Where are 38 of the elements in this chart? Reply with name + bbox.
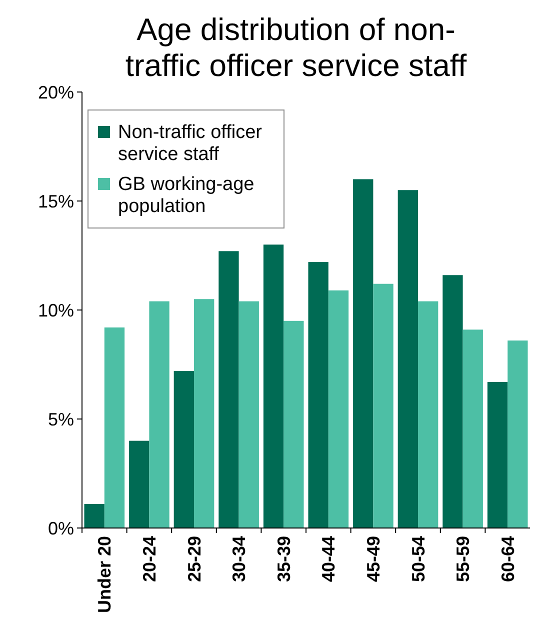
bar <box>263 244 284 528</box>
legend-label: GB working-age population <box>118 174 254 217</box>
x-tick-label: 40-44 <box>318 536 339 582</box>
y-tick-label: 20% <box>38 82 74 102</box>
bar <box>418 301 438 528</box>
bar <box>353 179 374 528</box>
x-tick-label: 25-29 <box>184 536 204 582</box>
bar <box>284 320 304 528</box>
bar <box>328 290 349 528</box>
chart-title: Age distribution of non-traffic officer service staff <box>125 12 467 83</box>
y-tick-label: 5% <box>48 409 74 430</box>
x-tick-label: 55-59 <box>453 536 474 582</box>
bar <box>508 340 528 528</box>
bar <box>238 301 259 528</box>
x-tick-label: 30-34 <box>229 536 250 582</box>
x-tick-label: Under 20 <box>94 536 115 614</box>
bar <box>218 251 239 528</box>
y-tick-label: 10% <box>38 300 74 320</box>
bar <box>462 330 483 528</box>
bar <box>194 299 214 528</box>
x-tick-label: 60-64 <box>498 536 518 582</box>
bar <box>487 382 508 528</box>
bar <box>174 371 194 528</box>
bar <box>442 275 463 528</box>
legend-label: Non-traffic officer service staff <box>118 122 263 165</box>
bar <box>104 327 125 528</box>
y-tick-label: 0% <box>48 518 74 538</box>
y-tick-label: 15% <box>38 191 74 212</box>
bar <box>308 262 328 528</box>
x-tick-label: 50-54 <box>408 536 428 582</box>
bar <box>373 284 394 528</box>
bar <box>84 504 104 528</box>
x-tick-label: 45-49 <box>364 536 384 582</box>
bar <box>398 190 418 528</box>
x-tick-label: 20-24 <box>140 536 160 582</box>
bar <box>129 440 150 528</box>
x-tick-label: 35-39 <box>274 536 294 582</box>
bar <box>149 301 170 528</box>
